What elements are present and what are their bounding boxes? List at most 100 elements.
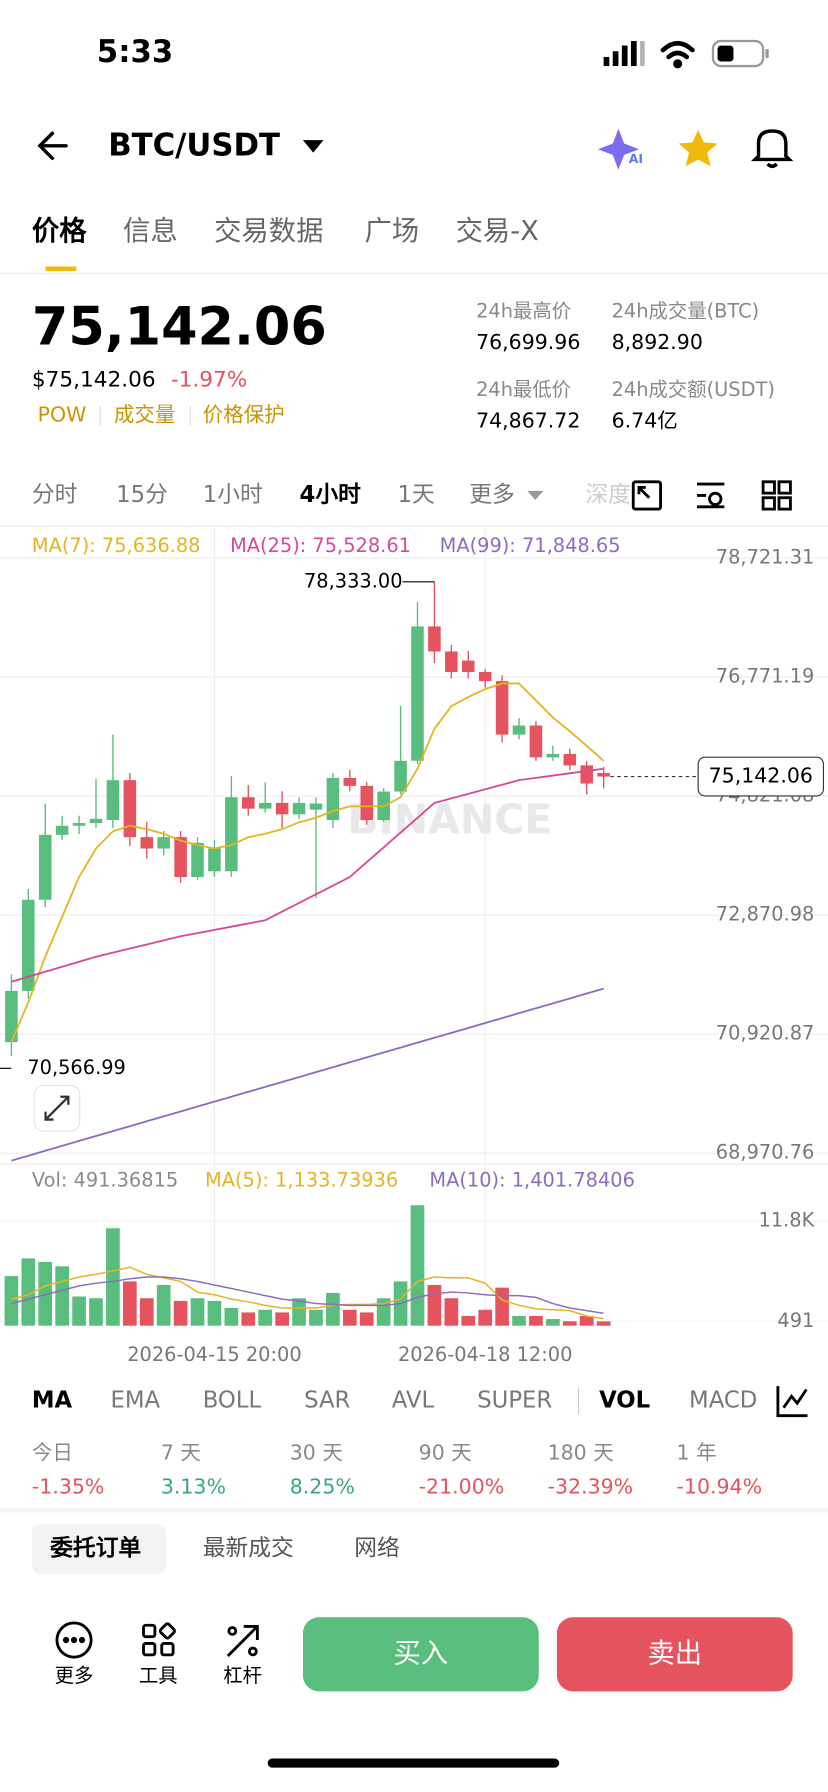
y-tick-label: 72,870.98 bbox=[716, 903, 815, 926]
toolbar-icons[interactable] bbox=[55, 1621, 259, 1659]
battery-icon bbox=[711, 39, 769, 68]
volume-bar bbox=[444, 1298, 459, 1326]
indicator-tab[interactable]: EMA bbox=[110, 1387, 160, 1413]
indicator-tab[interactable]: AVL bbox=[392, 1387, 435, 1413]
tool-label[interactable]: 工具 bbox=[139, 1664, 178, 1687]
volume-bar bbox=[461, 1315, 476, 1326]
indicator-tab[interactable]: VOL bbox=[599, 1387, 650, 1413]
ma-line bbox=[11, 987, 604, 1162]
candle-body bbox=[495, 681, 509, 735]
tab[interactable]: 交易-X bbox=[456, 216, 539, 247]
volume-bar bbox=[495, 1287, 509, 1326]
tool-label[interactable]: 更多 bbox=[55, 1664, 94, 1687]
performance-label: 1 年 bbox=[677, 1440, 717, 1464]
volume-bar bbox=[512, 1315, 526, 1326]
interval[interactable]: 分时 bbox=[32, 482, 78, 508]
expand-button[interactable] bbox=[33, 1084, 81, 1132]
interval[interactable]: 4小时 bbox=[300, 482, 362, 508]
indicator-tab[interactable]: BOLL bbox=[203, 1387, 262, 1413]
volume-bar bbox=[309, 1309, 323, 1326]
v-tick-label: 11.8K bbox=[759, 1209, 816, 1232]
more-caret bbox=[527, 490, 544, 500]
ma-line bbox=[10, 682, 605, 1043]
y-tick-label: 68,970.76 bbox=[716, 1141, 815, 1164]
tab[interactable]: 广场 bbox=[364, 216, 419, 247]
order-tab-active[interactable] bbox=[31, 1523, 167, 1575]
performance-label: 今日 bbox=[32, 1440, 73, 1464]
stat-label: 24h成交额(USDT) bbox=[612, 378, 775, 401]
indicator-tab[interactable]: MACD bbox=[689, 1387, 757, 1413]
candle-body bbox=[275, 802, 289, 815]
indicator-tab[interactable]: MA bbox=[32, 1387, 73, 1413]
low-label: 70,566.99 bbox=[27, 1056, 126, 1079]
candle-body bbox=[546, 753, 560, 758]
candle-body bbox=[140, 837, 154, 849]
volume-bar bbox=[89, 1298, 103, 1326]
performance-value: -21.00% bbox=[419, 1474, 505, 1498]
toolbar-icons[interactable] bbox=[631, 480, 792, 511]
tag[interactable]: POW bbox=[38, 403, 87, 427]
candle-body bbox=[191, 842, 204, 878]
volume-bar bbox=[359, 1312, 374, 1326]
buy-label[interactable]: 买入 bbox=[394, 1638, 449, 1669]
candle-body bbox=[106, 780, 120, 821]
order-tab[interactable]: 委托订单 bbox=[49, 1535, 141, 1561]
tag[interactable]: 成交量 bbox=[114, 403, 175, 427]
svg-text:AI: AI bbox=[629, 151, 643, 166]
interval[interactable]: 1小时 bbox=[203, 482, 263, 508]
volume-bar bbox=[156, 1284, 171, 1326]
candle-body bbox=[428, 626, 441, 652]
legend-vol-ma5: MA(5): 1,133.73936 bbox=[205, 1169, 398, 1192]
volume-legend: Vol: 491.36815 bbox=[32, 1169, 178, 1192]
divider bbox=[0, 1507, 828, 1513]
candle-body bbox=[529, 725, 543, 758]
performance-label: 7 天 bbox=[161, 1440, 201, 1464]
order-tab[interactable]: 最新成交 bbox=[203, 1535, 294, 1561]
stat-label: 24h成交量(BTC) bbox=[612, 300, 760, 323]
legend-ma25: MA(25): 75,528.61 bbox=[230, 534, 411, 557]
tab[interactable]: 价格 bbox=[32, 216, 87, 247]
interval[interactable]: 15分 bbox=[116, 482, 168, 508]
interval[interactable]: 1天 bbox=[397, 482, 434, 508]
volume-bar bbox=[342, 1309, 357, 1326]
buy-button[interactable] bbox=[302, 1617, 539, 1692]
back-button[interactable] bbox=[37, 131, 68, 161]
status-time: 5:33 bbox=[97, 34, 173, 70]
volume-bar bbox=[478, 1309, 493, 1326]
tab[interactable]: 交易数据 bbox=[214, 216, 323, 247]
tool-label[interactable]: 杠杆 bbox=[223, 1664, 262, 1687]
volume-bar bbox=[326, 1292, 340, 1326]
sell-button[interactable] bbox=[556, 1617, 793, 1692]
chart-settings-icon[interactable] bbox=[776, 1386, 808, 1418]
candle-body bbox=[242, 797, 255, 809]
interval[interactable]: 更多 bbox=[469, 482, 515, 508]
candle-body bbox=[258, 802, 272, 809]
indicator-tab[interactable]: SUPER bbox=[477, 1387, 552, 1413]
tag[interactable]: 价格保护 bbox=[203, 403, 285, 427]
favorite-star[interactable] bbox=[678, 129, 718, 167]
tab[interactable]: 信息 bbox=[123, 216, 178, 247]
candle-body bbox=[225, 797, 238, 872]
candle-body bbox=[72, 823, 86, 826]
legend-ma99: MA(99): 71,848.65 bbox=[440, 534, 621, 557]
volume-bar bbox=[72, 1296, 86, 1326]
candle-body bbox=[512, 725, 526, 735]
pair-title[interactable]: BTC/USDT bbox=[108, 127, 280, 163]
volume-bar bbox=[275, 1312, 289, 1326]
candle-body bbox=[461, 660, 475, 672]
x-tick-label: 2026-04-15 20:00 bbox=[127, 1343, 301, 1366]
indicator-tab[interactable]: SAR bbox=[304, 1387, 350, 1413]
ma-line bbox=[11, 1266, 604, 1320]
volume-bar bbox=[38, 1261, 53, 1326]
interval[interactable]: 深度 bbox=[585, 482, 631, 508]
order-tab[interactable]: 网络 bbox=[354, 1535, 400, 1561]
y-tick-label: 78,721.31 bbox=[716, 546, 815, 569]
candle-body bbox=[22, 899, 35, 991]
volume-bar bbox=[224, 1308, 239, 1326]
volume-bar bbox=[546, 1319, 560, 1326]
ai-button[interactable]: AI bbox=[597, 128, 643, 170]
alert-bell[interactable] bbox=[750, 129, 794, 168]
sell-label[interactable]: 卖出 bbox=[647, 1638, 702, 1669]
pair-caret[interactable] bbox=[302, 140, 324, 153]
